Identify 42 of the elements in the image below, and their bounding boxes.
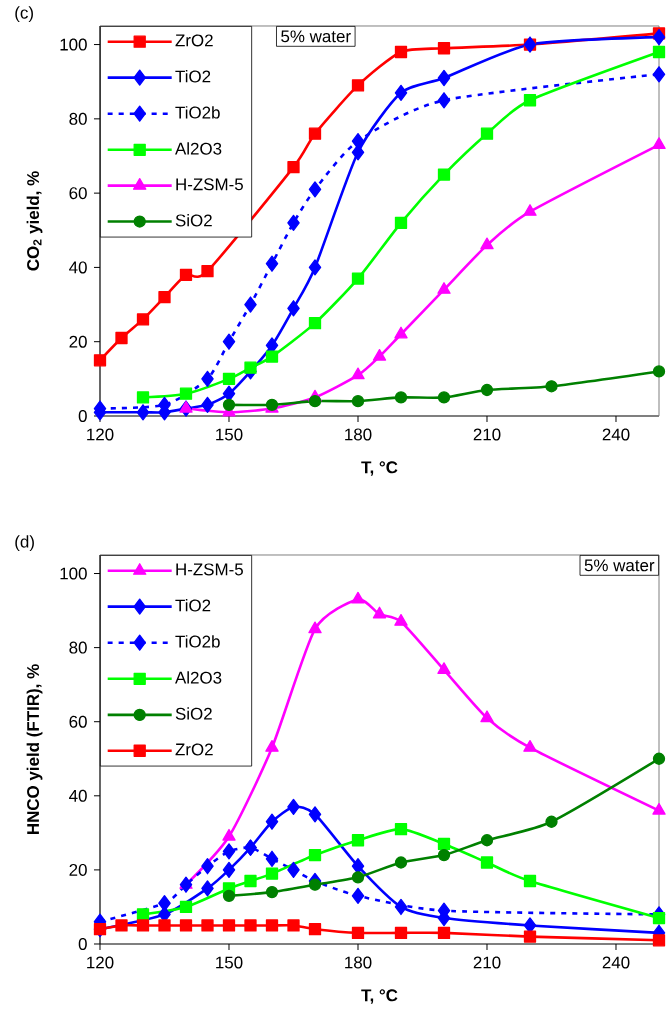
x-axis-title: T, °C bbox=[361, 989, 398, 1004]
y-tick-label: 20 bbox=[69, 335, 87, 348]
legend-label: H-ZSM-5 bbox=[176, 563, 243, 576]
legend-label: TiO2 bbox=[175, 70, 211, 83]
y-tick-label: 80 bbox=[69, 641, 87, 654]
y-tick-label: 60 bbox=[69, 187, 87, 200]
y-tick-label: 20 bbox=[69, 863, 87, 876]
legend-label: H-ZSM-5 bbox=[176, 178, 243, 191]
y-tick-label: 80 bbox=[69, 112, 87, 125]
annotation: 5% water bbox=[281, 30, 351, 43]
x-axis-title: T, °C bbox=[361, 461, 398, 476]
legend-label: Al2O3 bbox=[175, 671, 222, 684]
y-axis-title: CO$_{2}$ yield, % bbox=[26, 171, 43, 271]
x-tick-label: 180 bbox=[345, 428, 372, 441]
annotation: 5% water bbox=[584, 559, 655, 572]
y-tick-label: 0 bbox=[78, 409, 87, 422]
legend-label: ZrO2 bbox=[175, 34, 213, 47]
y-tick-label: 40 bbox=[69, 261, 87, 274]
x-tick-label: 120 bbox=[87, 956, 114, 969]
legend-label: TiO2b bbox=[175, 106, 220, 119]
x-tick-label: 120 bbox=[87, 428, 114, 441]
x-tick-label: 150 bbox=[216, 956, 243, 969]
legend-label: SiO2 bbox=[175, 707, 212, 720]
chart-title: (d) bbox=[15, 535, 34, 552]
legend-label: TiO2b bbox=[175, 635, 220, 648]
y-tick-label: 0 bbox=[78, 937, 87, 950]
y-axis-title: HNCO yield (FTIR), % bbox=[26, 664, 43, 834]
legend-label: SiO2 bbox=[175, 213, 212, 227]
legend-label: TiO2 bbox=[175, 599, 211, 612]
chart-title: (c) bbox=[15, 6, 33, 23]
y-tick-label: 60 bbox=[69, 715, 87, 728]
x-tick-label: 240 bbox=[602, 956, 630, 969]
x-tick-label: 210 bbox=[473, 428, 501, 441]
x-tick-label: 150 bbox=[216, 428, 243, 441]
legend-label: Al2O3 bbox=[175, 142, 222, 155]
y-tick-label: 100 bbox=[60, 567, 87, 580]
x-tick-label: 240 bbox=[602, 428, 630, 441]
legend-label: ZrO2 bbox=[175, 743, 213, 756]
x-tick-label: 180 bbox=[345, 956, 372, 969]
y-tick-label: 100 bbox=[60, 38, 87, 51]
y-tick-label: 40 bbox=[69, 789, 87, 802]
x-tick-label: 210 bbox=[473, 956, 501, 969]
